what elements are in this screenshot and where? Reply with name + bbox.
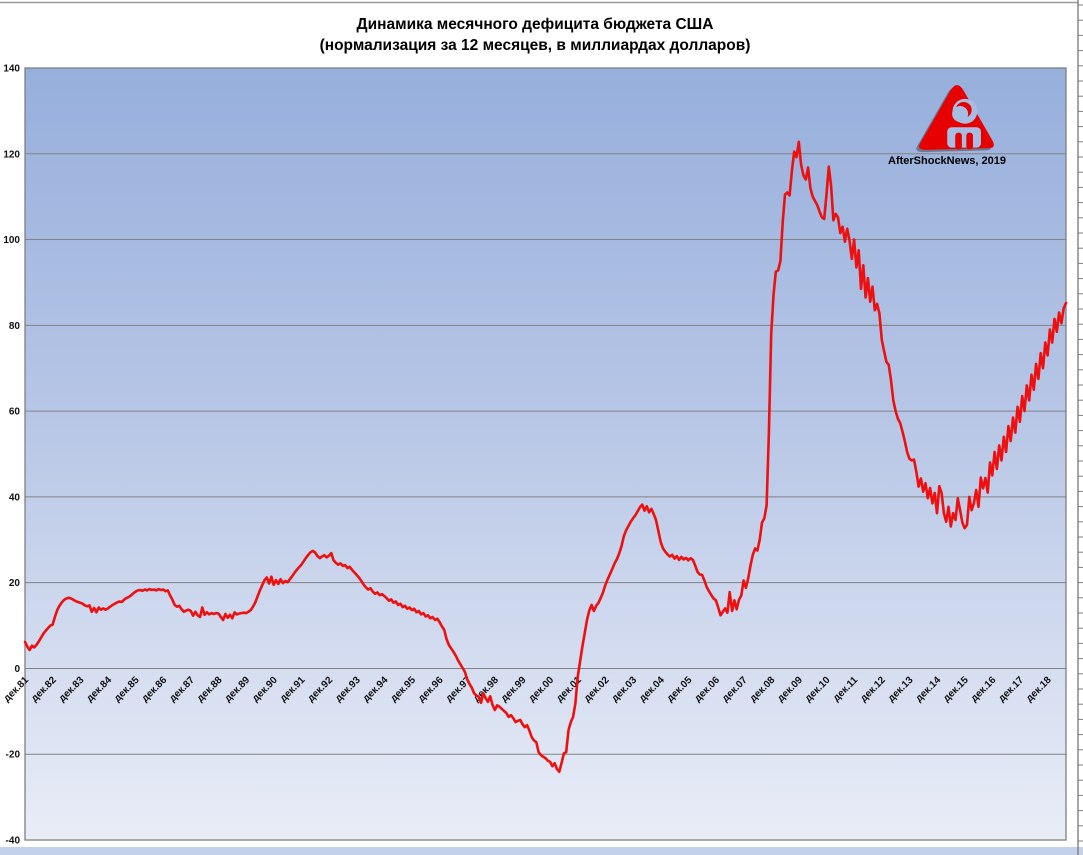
x-axis-label-дек.93: дек.93 xyxy=(333,674,363,704)
x-axis-label-дек.13: дек.13 xyxy=(886,674,916,704)
aftershock-logo-icon xyxy=(916,85,994,153)
x-axis-label-дек.07: дек.07 xyxy=(720,674,750,704)
deficit-line xyxy=(23,140,1068,774)
chart-title-block: Динамика месячного дефицита бюджета США … xyxy=(0,14,1070,56)
y-axis-label-100: 100 xyxy=(3,235,20,246)
logo-sha-bar-left xyxy=(955,132,962,150)
logo-sha-cutout xyxy=(947,127,981,148)
x-axis-label-дек.87: дек.87 xyxy=(167,674,197,704)
y-axis-label-20: 20 xyxy=(9,578,21,589)
y-axis-label-60: 60 xyxy=(9,407,21,418)
x-axis-label-дек.18: дек.18 xyxy=(1024,674,1054,704)
x-axis-label-дек.03: дек.03 xyxy=(610,674,640,704)
plot-border xyxy=(24,67,1067,841)
x-axis-label-дек.89: дек.89 xyxy=(223,674,253,704)
y-axis-label-120: 120 xyxy=(3,149,20,160)
logo-crescent-mask xyxy=(952,105,969,122)
x-axis-label-дек.15: дек.15 xyxy=(941,674,971,704)
bottom-strip xyxy=(0,847,1083,855)
aftershock-logo xyxy=(912,82,1002,153)
x-axis-label-дек.86: дек.86 xyxy=(140,674,170,704)
x-axis-label-дек.08: дек.08 xyxy=(748,674,778,704)
watermark-text: AfterShockNews, 2019 xyxy=(888,155,1006,167)
x-axis-label-дек.05: дек.05 xyxy=(665,674,695,704)
x-axis-label-дек.95: дек.95 xyxy=(388,674,418,704)
logo-sha-bar-right xyxy=(966,132,973,150)
x-axis-label-дек.12: дек.12 xyxy=(858,674,888,704)
x-axis-label-дек.00: дек.00 xyxy=(527,674,557,704)
x-axis-label-дек.01: дек.01 xyxy=(554,674,584,704)
chart-subtitle: (нормализация за 12 месяцев, в миллиарда… xyxy=(319,37,751,54)
y-axis-label-0: 0 xyxy=(14,664,20,675)
x-axis-label-дек.97: дек.97 xyxy=(444,674,474,704)
x-axis-label-дек.91: дек.91 xyxy=(278,674,308,704)
y-axis-label--40: -40 xyxy=(6,836,21,847)
y-axis-label-40: 40 xyxy=(9,492,21,503)
x-axis-label-дек.16: дек.16 xyxy=(969,674,999,704)
x-axis-label-дек.17: дек.17 xyxy=(996,674,1026,704)
x-axis-label-дек.96: дек.96 xyxy=(416,674,446,704)
x-axis-label-дек.04: дек.04 xyxy=(637,674,667,704)
y-axis-label-80: 80 xyxy=(9,321,21,332)
y-axis-label--20: -20 xyxy=(6,750,21,761)
x-axis-label-дек.88: дек.88 xyxy=(195,674,225,704)
plot-area xyxy=(25,68,1066,840)
x-axis-label-дек.84: дек.84 xyxy=(84,674,114,704)
x-axis-label-дек.83: дек.83 xyxy=(57,674,87,704)
chart-title: Динамика месячного дефицита бюджета США xyxy=(356,16,714,33)
x-axis-label-дек.06: дек.06 xyxy=(692,674,722,704)
x-axis-label-дек.11: дек.11 xyxy=(831,674,860,703)
x-axis-label-дек.81: дек.81 xyxy=(2,674,32,704)
x-axis-label-дек.82: дек.82 xyxy=(29,674,59,704)
x-axis-label-дек.85: дек.85 xyxy=(112,674,142,704)
x-axis-label-дек.02: дек.02 xyxy=(582,674,612,704)
x-axis-label-дек.94: дек.94 xyxy=(361,674,391,704)
x-axis-label-дек.92: дек.92 xyxy=(306,674,336,704)
y-axis-label-140: 140 xyxy=(3,64,20,75)
x-axis-label-дек.90: дек.90 xyxy=(250,674,280,704)
x-axis-label-дек.09: дек.09 xyxy=(775,674,805,704)
x-axis-label-дек.99: дек.99 xyxy=(499,674,529,704)
x-axis-label-дек.10: дек.10 xyxy=(803,674,833,704)
x-axis-label-дек.14: дек.14 xyxy=(914,674,944,704)
